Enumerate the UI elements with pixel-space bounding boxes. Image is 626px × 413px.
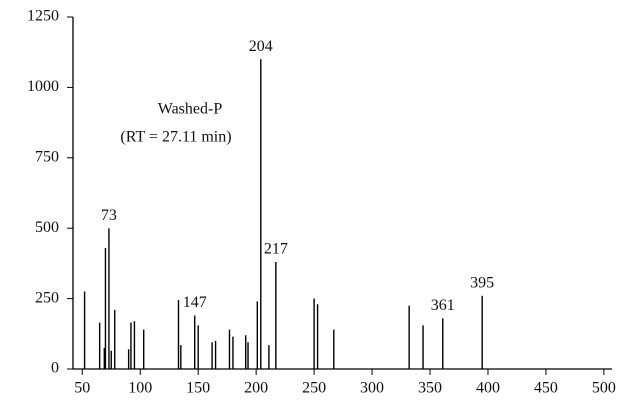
y-tick-label: 500 [35,219,59,236]
x-tick-label: 50 [74,380,90,397]
x-tick-label: 350 [418,380,442,397]
peak-label: 361 [431,297,455,314]
y-tick-label: 1250 [27,8,59,25]
y-tick-label: 750 [35,148,59,165]
peak-label: 217 [264,241,288,258]
x-tick-label: 150 [186,380,210,397]
y-tick-label: 1000 [27,78,59,95]
peak-label: 395 [470,274,494,291]
y-tick-label: 250 [35,289,59,306]
x-tick-label: 500 [592,380,616,397]
x-tick-label: 300 [360,380,384,397]
x-tick-label: 200 [244,380,268,397]
annotation: (RT = 27.11 min) [120,129,231,146]
x-tick-label: 450 [534,380,558,397]
x-tick-label: 400 [476,380,500,397]
peak-label: 204 [249,38,273,55]
peak-label: 147 [183,294,207,311]
peak-label: 73 [101,207,117,224]
x-tick-label: 100 [128,380,152,397]
x-tick-label: 250 [302,380,326,397]
annotation: Washed-P [158,101,223,118]
chart: Washed-P (RT = 27.11 min) 0 250 500 750 1000… [0,0,626,413]
y-tick-label: 0 [51,360,59,377]
